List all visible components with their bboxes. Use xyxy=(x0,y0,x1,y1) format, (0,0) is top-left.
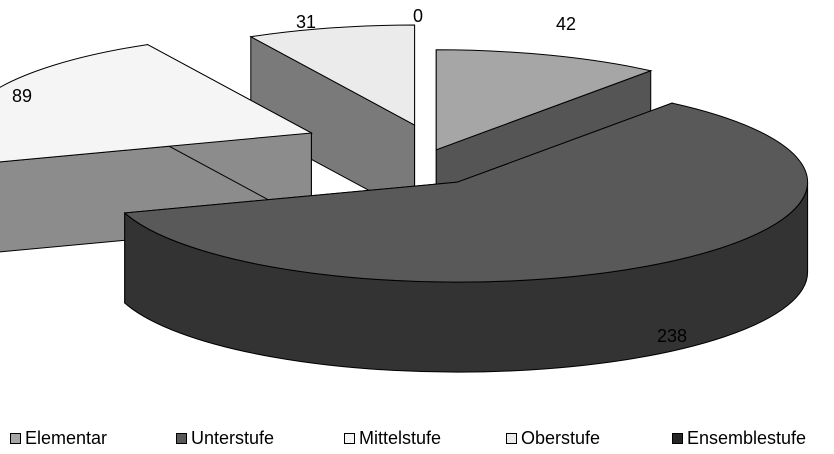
legend-swatch xyxy=(10,433,21,444)
legend-label: Mittelstufe xyxy=(359,428,442,448)
data-label-mittelstufe: 89 xyxy=(12,86,32,106)
legend: Elementar Unterstufe Mittelstufe Oberstufe E… xyxy=(0,428,834,452)
legend-item-oberstufe: Oberstufe xyxy=(506,428,600,449)
legend-label: Oberstufe xyxy=(521,428,601,448)
legend-swatch xyxy=(176,433,187,444)
data-label-unterstufe: 238 xyxy=(657,326,687,346)
data-label-elementar: 42 xyxy=(556,14,576,34)
legend-swatch xyxy=(672,433,683,444)
legend-item-elementar: Elementar xyxy=(10,428,107,449)
pie-slice-oberstufe xyxy=(249,24,416,216)
pie-slice-unterstufe xyxy=(123,102,809,373)
legend-swatch xyxy=(344,433,355,444)
legend-item-ensemblestufe: Ensemblestufe xyxy=(672,428,806,449)
legend-item-mittelstufe: Mittelstufe xyxy=(344,428,441,449)
pie-slices xyxy=(0,24,809,373)
legend-item-unterstufe: Unterstufe xyxy=(176,428,274,449)
legend-label: Elementar xyxy=(25,428,108,448)
legend-label: Ensemblestufe xyxy=(687,428,807,448)
data-label-ensemblestufe: 0 xyxy=(413,6,423,26)
data-label-oberstufe: 31 xyxy=(296,12,316,32)
legend-label: Unterstufe xyxy=(191,428,275,448)
legend-swatch xyxy=(506,433,517,444)
data-labels: 42 238 89 31 0 xyxy=(12,6,687,346)
